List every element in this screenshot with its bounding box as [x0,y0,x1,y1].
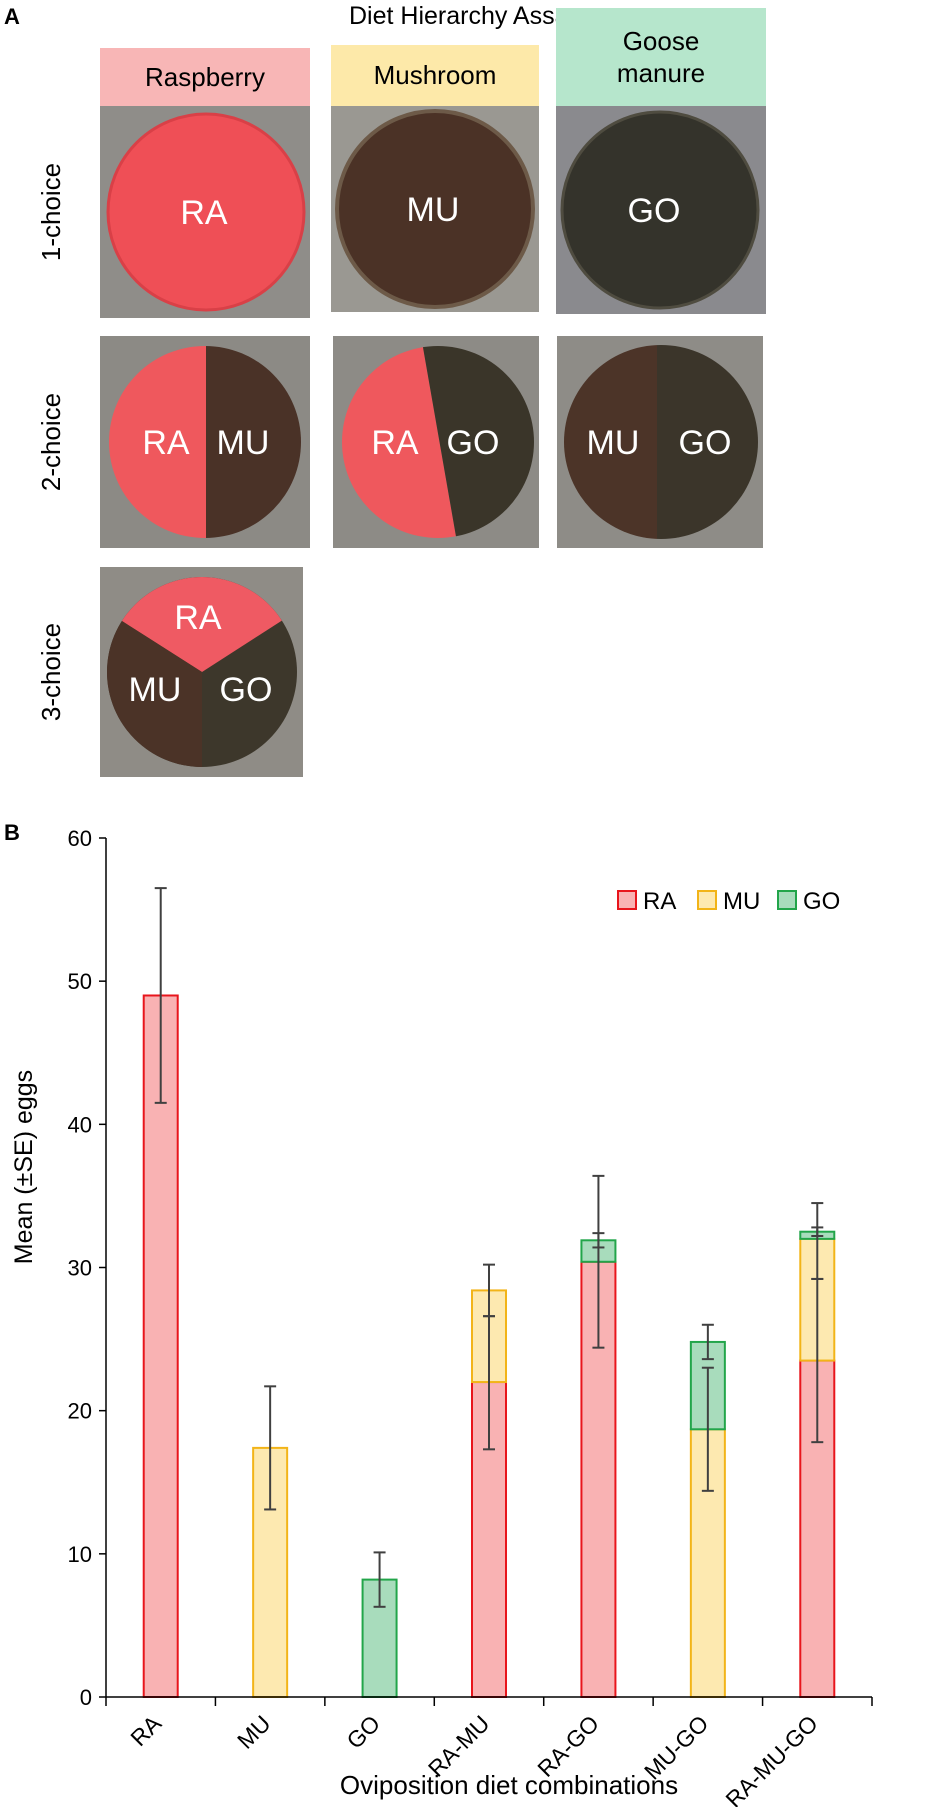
panel-b-letter: B [4,820,20,845]
dish-label-mu: MU [407,191,460,229]
error-bars-layer [154,887,824,1608]
y-tick-label: 60 [68,826,92,851]
column-header-mushroom: Mushroom [331,45,539,106]
y-tick-label: 0 [80,1685,92,1710]
dish-photo-mu-go: MU GO [557,336,763,548]
error-bar [811,1226,824,1238]
legend-label-mu: MU [723,888,760,915]
legend-swatch-mu [697,890,717,910]
dish-label-go: GO [628,192,681,230]
x-tick-label-go: GO [341,1710,385,1754]
error-bar [701,1323,714,1361]
row-label-1-choice: 1-choice [36,162,66,262]
y-axis-title: Mean (±SE) eggs [10,1070,38,1264]
x-axis-title: Oviposition diet combinations [340,1770,678,1800]
y-tick-label: 30 [68,1256,92,1281]
column-header-goose-manure: Goose manure [556,8,766,106]
error-bar [592,1174,605,1349]
error-bar [701,1366,714,1492]
error-bar [483,1263,495,1318]
dish-photo-goose-manure: GO [556,106,766,314]
panel-a-letter: A [4,4,20,29]
legend-item-mu: MU [697,888,760,915]
y-tick-label: 10 [68,1542,92,1567]
dish-label-mu: MU [129,671,182,709]
legend-swatch-ra [617,890,637,910]
y-tick-label: 50 [68,969,92,994]
row-label-2-choice: 2-choice [36,392,66,492]
x-tick-label-mu: MU [232,1710,276,1754]
dish-label-ra: RA [174,599,222,637]
dish-photo-ra-mu-go: RA MU GO [100,567,303,777]
bar-mu-go-mu [689,1428,726,1698]
dish-photo-ra-mu: RA MU [100,336,310,548]
error-bar [811,1202,824,1280]
chart-legend: RA MU GO [617,888,840,915]
dish-label-ra: RA [180,194,228,232]
legend-label-ra: RA [643,888,676,915]
legend-swatch-go [777,890,797,910]
row-label-3-choice: 3-choice [36,622,66,722]
dish-label-go: GO [220,671,273,709]
dish-label-go: GO [679,424,732,462]
error-bar [592,1232,605,1249]
dish-label-go: GO [447,424,500,462]
y-tick-label: 40 [68,1112,92,1137]
column-header-raspberry: Raspberry [100,48,310,106]
error-bar [373,1551,386,1608]
legend-item-go: GO [777,888,840,915]
dish-label-mu: MU [217,424,270,462]
dish-label-ra: RA [142,424,190,462]
legend-label-go: GO [803,888,840,915]
x-tick-label-ra-mu-go: RA-MU-GO [720,1710,822,1807]
error-bar [154,887,167,1104]
legend-item-ra: RA [617,888,676,915]
assay-title: Diet Hierarchy Assay [348,2,582,30]
dish-label-mu: MU [587,424,640,462]
x-tick-label-ra: RA [125,1710,166,1751]
y-tick-label: 20 [68,1399,92,1424]
dish-label-ra: RA [371,424,419,462]
dish-photo-ra-go: RA GO [333,336,539,548]
dish-photo-mushroom: MU [331,106,539,312]
dish-photo-raspberry: RA [100,106,310,318]
error-bar [264,1385,277,1511]
